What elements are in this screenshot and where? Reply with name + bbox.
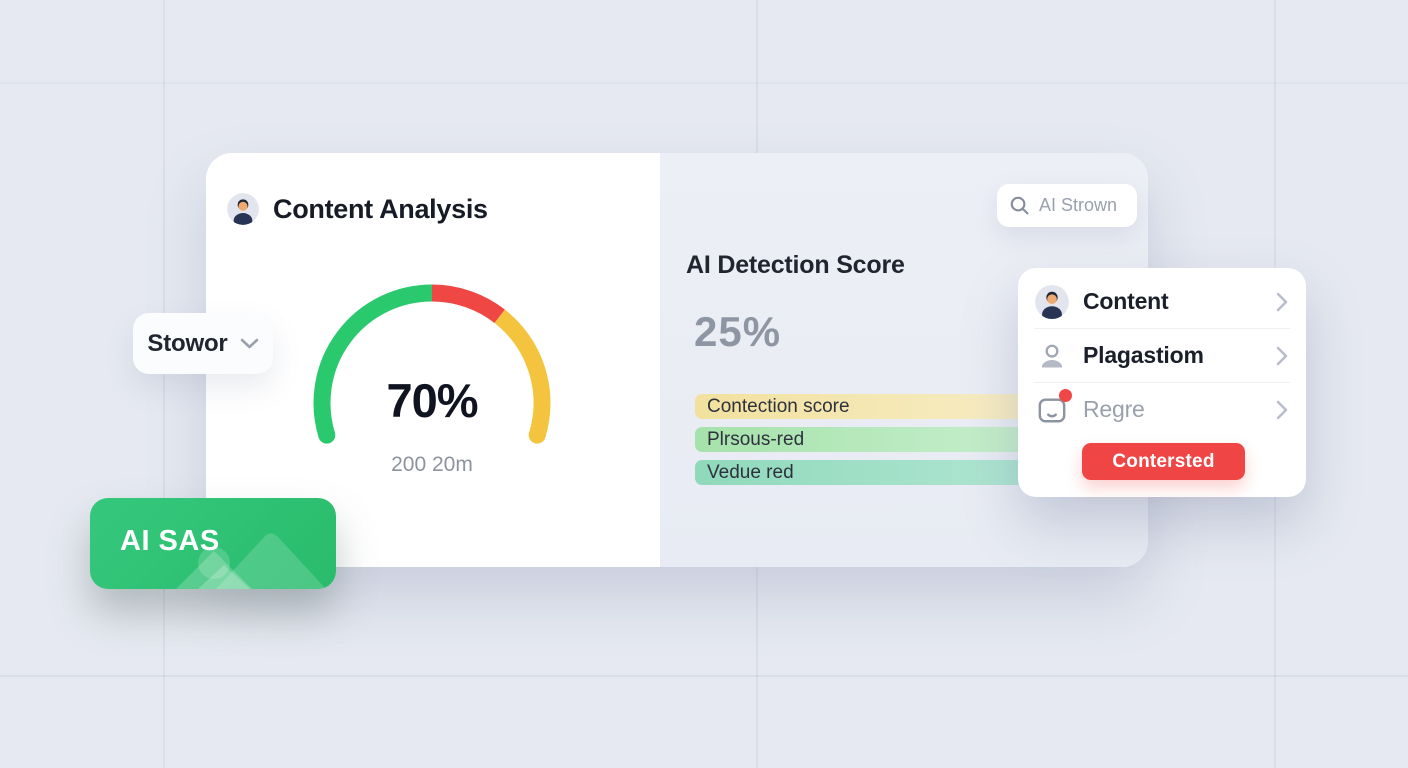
detection-heading: AI Detection Score: [686, 251, 905, 279]
divider: [1034, 328, 1290, 329]
bar-label: Vedue red: [707, 461, 794, 483]
content-analysis-card: Content Analysis 70% 200 20m AI Detectio…: [206, 153, 1148, 567]
chevron-right-icon: [1276, 346, 1288, 365]
gauge-value: 70%: [386, 374, 478, 427]
ai-sas-badge: AI SAS: [90, 498, 336, 589]
person-outline-icon: [1034, 338, 1070, 374]
bar-label: Contection score: [707, 395, 850, 417]
mountains-icon: [176, 533, 326, 589]
menu-item-label: Regre: [1083, 396, 1145, 422]
inbox-icon: [1034, 388, 1072, 428]
chevron-down-icon: [240, 338, 258, 349]
grid-line: [163, 0, 165, 768]
bar-label: Plrsous-red: [707, 428, 805, 450]
card-header: Content Analysis: [227, 193, 488, 225]
chevron-right-icon: [1276, 292, 1288, 311]
contersted-button[interactable]: Contersted: [1082, 443, 1245, 480]
gauge-caption: 200 20m: [391, 453, 473, 476]
ai-sas-label: AI SAS: [120, 525, 220, 557]
menu-item-plagastiom[interactable]: Plagastiom: [1018, 331, 1306, 380]
grid-line: [0, 82, 1408, 84]
divider: [1034, 382, 1290, 383]
menu-item-label: Content: [1083, 288, 1169, 314]
detection-score: 25%: [694, 308, 782, 355]
filter-dropdown-label: Stowor: [147, 329, 228, 357]
grid-line: [0, 675, 1408, 677]
dropdown-menu: Content Plagastiom: [1018, 268, 1306, 497]
gauge-chart: 70% 200 20m: [302, 271, 562, 476]
menu-item-regre[interactable]: Regre: [1018, 385, 1306, 434]
search-input[interactable]: AI Strown: [997, 184, 1137, 227]
user-avatar-icon: [1034, 284, 1070, 320]
card-title: Content Analysis: [273, 193, 488, 224]
user-avatar-icon: [227, 193, 259, 225]
search-icon: [1010, 196, 1029, 215]
notification-dot: [1059, 388, 1072, 402]
menu-item-content[interactable]: Content: [1018, 277, 1306, 326]
chevron-right-icon: [1276, 400, 1288, 419]
filter-dropdown-button[interactable]: Stowor: [133, 313, 273, 374]
search-placeholder: AI Strown: [1039, 195, 1118, 215]
menu-item-label: Plagastiom: [1083, 342, 1204, 368]
